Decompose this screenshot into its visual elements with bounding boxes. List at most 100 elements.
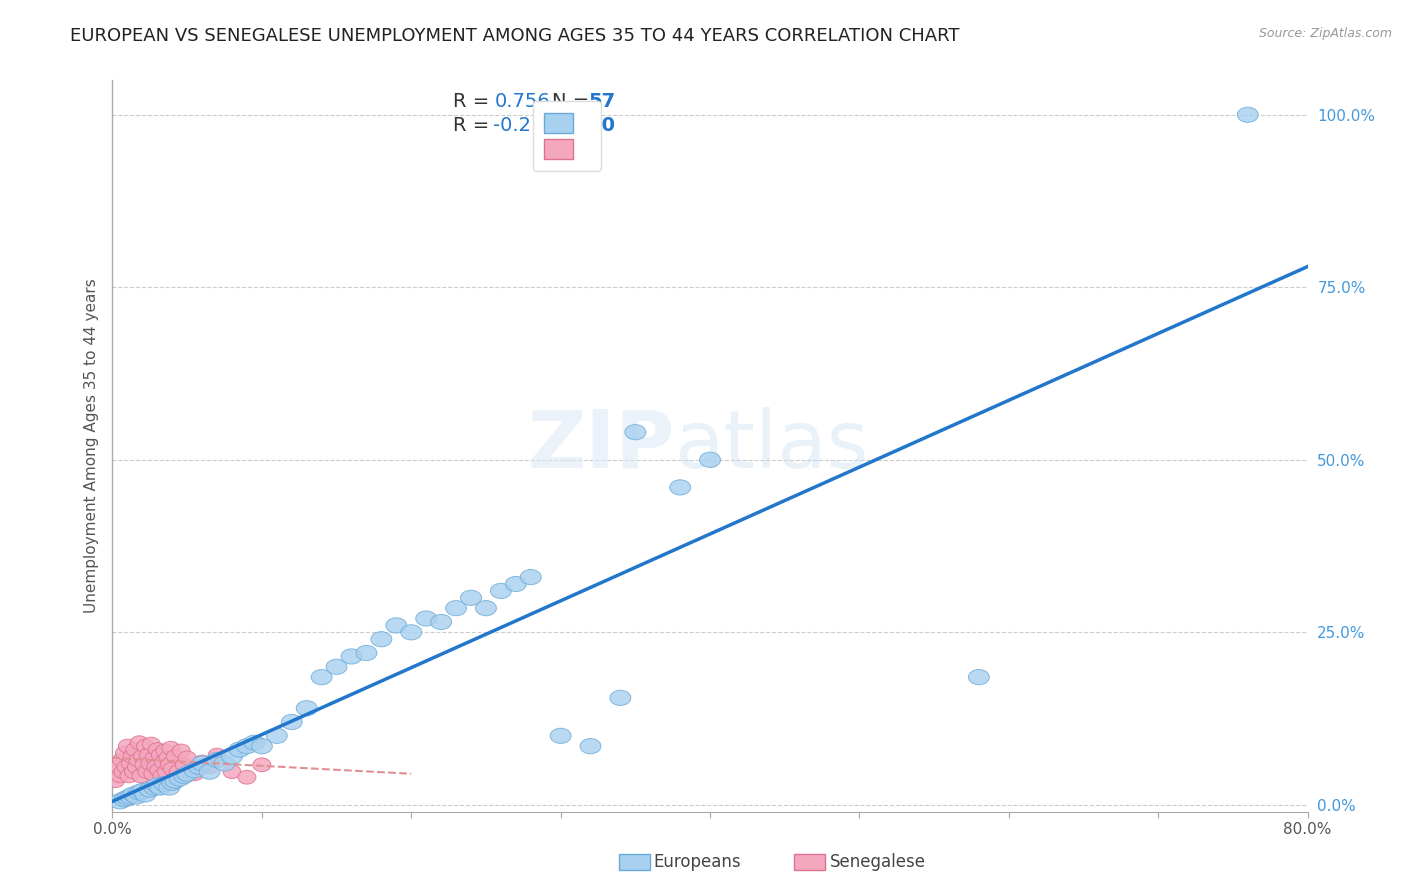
Text: ZIP: ZIP [527,407,675,485]
Ellipse shape [186,767,204,780]
Ellipse shape [385,618,406,633]
Ellipse shape [193,756,211,769]
Ellipse shape [176,758,193,772]
Ellipse shape [207,752,228,767]
Ellipse shape [145,751,163,764]
Ellipse shape [110,760,128,773]
Ellipse shape [326,659,347,674]
Ellipse shape [110,794,131,809]
Ellipse shape [184,763,205,778]
Ellipse shape [446,600,467,615]
Ellipse shape [475,600,496,615]
Ellipse shape [138,764,156,779]
Ellipse shape [111,769,129,783]
Text: 57: 57 [588,92,616,111]
Ellipse shape [160,758,179,772]
Ellipse shape [134,749,152,764]
Ellipse shape [107,773,125,788]
Ellipse shape [356,646,377,661]
Ellipse shape [969,670,990,685]
Ellipse shape [169,771,190,786]
Ellipse shape [191,756,212,771]
Text: Europeans: Europeans [654,853,741,871]
Ellipse shape [142,737,160,751]
Ellipse shape [461,591,481,606]
Ellipse shape [311,670,332,685]
Ellipse shape [127,743,143,756]
Ellipse shape [505,576,526,591]
Ellipse shape [179,751,197,764]
Ellipse shape [159,780,180,795]
Ellipse shape [1237,107,1258,122]
Text: R =: R = [453,92,495,111]
Ellipse shape [157,764,176,779]
Ellipse shape [401,624,422,640]
Text: 0.756: 0.756 [495,92,551,111]
Ellipse shape [131,736,149,749]
Ellipse shape [245,735,264,750]
Ellipse shape [281,714,302,730]
Ellipse shape [342,648,361,664]
Ellipse shape [624,425,645,440]
Ellipse shape [129,753,146,767]
Ellipse shape [550,728,571,743]
Ellipse shape [129,785,150,800]
Ellipse shape [149,743,166,756]
Ellipse shape [229,742,250,757]
Ellipse shape [297,700,318,715]
Ellipse shape [581,739,600,754]
Ellipse shape [122,749,141,764]
Ellipse shape [146,778,167,793]
Ellipse shape [208,748,226,762]
Ellipse shape [236,739,257,754]
Ellipse shape [200,764,221,780]
Ellipse shape [135,758,153,772]
Ellipse shape [520,569,541,584]
Ellipse shape [120,789,141,804]
Ellipse shape [155,777,176,792]
Ellipse shape [610,690,631,706]
Ellipse shape [266,728,287,743]
Text: Senegalese: Senegalese [830,853,925,871]
Ellipse shape [114,764,132,779]
Ellipse shape [141,756,159,771]
Ellipse shape [127,789,146,804]
Ellipse shape [177,766,198,781]
Ellipse shape [214,756,235,771]
Ellipse shape [153,769,170,783]
Ellipse shape [222,749,242,764]
Text: 50: 50 [588,117,616,136]
Ellipse shape [166,749,184,764]
Ellipse shape [169,764,187,779]
Ellipse shape [162,741,180,756]
Ellipse shape [165,773,186,789]
Ellipse shape [430,615,451,630]
Ellipse shape [150,764,167,777]
Ellipse shape [117,760,135,773]
Ellipse shape [120,769,138,783]
Ellipse shape [371,632,392,647]
Ellipse shape [173,744,190,758]
Ellipse shape [150,780,170,795]
Ellipse shape [155,756,173,769]
Ellipse shape [139,782,160,797]
Ellipse shape [201,760,218,773]
Ellipse shape [114,792,135,807]
Ellipse shape [135,787,156,802]
Ellipse shape [174,768,194,783]
Ellipse shape [416,611,437,626]
Text: N =: N = [553,92,596,111]
Ellipse shape [188,759,209,774]
Y-axis label: Unemployment Among Ages 35 to 44 years: Unemployment Among Ages 35 to 44 years [83,278,98,614]
Text: Source: ZipAtlas.com: Source: ZipAtlas.com [1258,27,1392,40]
Ellipse shape [163,762,181,776]
Ellipse shape [139,748,157,762]
Ellipse shape [112,753,131,767]
Ellipse shape [224,764,240,779]
Ellipse shape [159,751,177,764]
Ellipse shape [136,739,155,753]
Ellipse shape [146,760,165,773]
Ellipse shape [253,758,271,772]
Ellipse shape [128,760,145,773]
Ellipse shape [124,764,142,779]
